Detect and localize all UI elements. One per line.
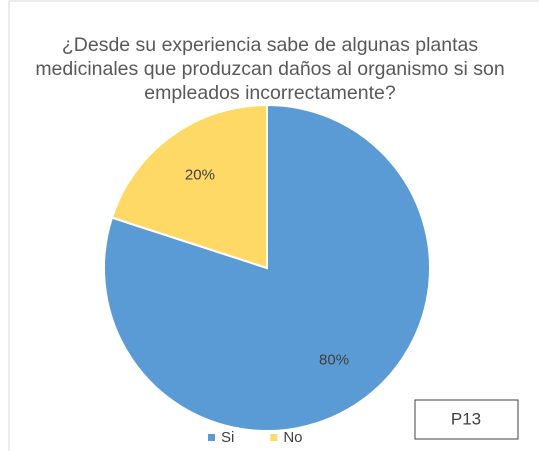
legend-swatch xyxy=(208,434,215,441)
data-label: 20% xyxy=(185,167,215,184)
chart-title: ¿Desde su experiencia sabe de algunas pl… xyxy=(35,34,505,104)
legend-swatch xyxy=(270,434,278,441)
chart-border xyxy=(8,0,539,451)
pie-slice xyxy=(110,103,268,270)
legend-label: No xyxy=(283,429,302,446)
legend-label: Si xyxy=(221,429,234,446)
pie-slice xyxy=(103,103,431,432)
annotation-box xyxy=(414,399,519,440)
data-label: 80% xyxy=(319,351,349,368)
annotation: P13 xyxy=(451,409,481,428)
